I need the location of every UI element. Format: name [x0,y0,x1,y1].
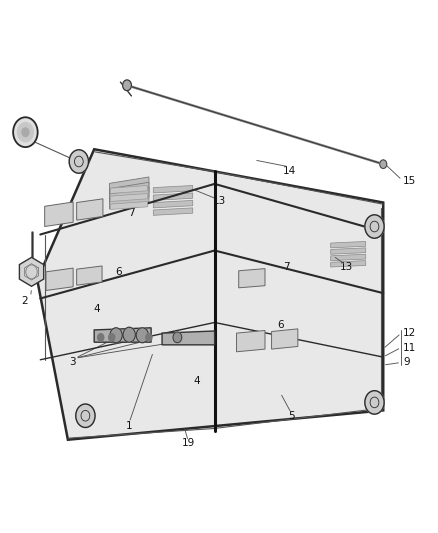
Polygon shape [110,182,149,204]
Text: 13: 13 [339,262,353,271]
Circle shape [136,328,148,343]
Text: 5: 5 [288,411,295,421]
Polygon shape [331,254,366,261]
Circle shape [18,123,33,142]
Circle shape [380,160,387,168]
Circle shape [123,80,131,91]
Text: 7: 7 [283,262,290,271]
Text: 3: 3 [69,358,76,367]
Circle shape [69,150,88,173]
Circle shape [365,391,384,414]
Polygon shape [331,261,366,267]
Circle shape [22,128,29,136]
Polygon shape [239,269,265,288]
Polygon shape [272,329,298,349]
Polygon shape [46,268,73,290]
Polygon shape [110,185,148,193]
Circle shape [365,215,384,238]
Polygon shape [153,200,193,208]
Circle shape [110,328,122,343]
Text: 12: 12 [403,328,416,338]
Text: 6: 6 [115,267,122,277]
Text: 4: 4 [194,376,201,386]
Text: 11: 11 [403,343,416,352]
Circle shape [123,327,135,342]
Circle shape [173,332,182,343]
Text: 1: 1 [126,422,133,431]
Polygon shape [19,257,44,286]
Polygon shape [110,188,149,209]
Polygon shape [153,185,193,193]
Polygon shape [94,328,151,342]
Text: 7: 7 [128,208,135,218]
Polygon shape [77,199,103,220]
Circle shape [98,334,104,341]
Text: 9: 9 [403,358,410,367]
Text: 4: 4 [93,304,100,314]
Polygon shape [110,201,148,209]
Polygon shape [153,193,193,200]
Polygon shape [110,193,148,201]
Circle shape [76,404,95,427]
Circle shape [109,334,115,341]
Circle shape [13,117,38,147]
Polygon shape [162,331,215,345]
Text: 6: 6 [277,320,284,330]
Polygon shape [331,241,366,248]
Polygon shape [110,177,149,198]
Polygon shape [237,330,265,352]
Polygon shape [37,149,383,440]
Polygon shape [331,248,366,254]
Polygon shape [153,208,193,215]
Text: 14: 14 [283,166,296,175]
Text: 15: 15 [403,176,416,186]
Text: 13: 13 [212,197,226,206]
Text: 19: 19 [182,439,195,448]
Circle shape [146,334,152,341]
Polygon shape [45,202,73,227]
Text: 2: 2 [21,296,28,306]
Polygon shape [77,266,102,285]
